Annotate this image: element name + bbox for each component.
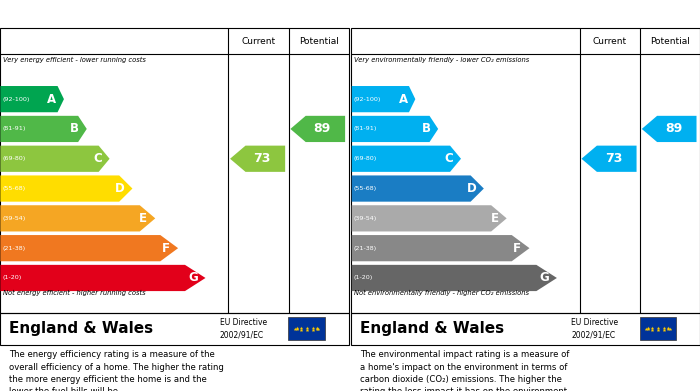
Polygon shape (0, 86, 64, 112)
Text: C: C (444, 152, 453, 165)
Text: The energy efficiency rating is a measure of the
overall efficiency of a home. T: The energy efficiency rating is a measur… (8, 350, 223, 391)
Polygon shape (351, 235, 529, 261)
Text: A: A (398, 93, 407, 106)
Text: Environmental Impact (CO₂) Rating: Environmental Impact (CO₂) Rating (356, 7, 589, 21)
Text: Not energy efficient - higher running costs: Not energy efficient - higher running co… (3, 290, 146, 296)
Text: G: G (188, 271, 198, 285)
Text: Potential: Potential (299, 37, 339, 46)
Text: (92-100): (92-100) (354, 97, 381, 102)
Text: EU Directive
2002/91/EC: EU Directive 2002/91/EC (571, 318, 618, 339)
Text: 73: 73 (253, 152, 271, 165)
Polygon shape (351, 86, 415, 112)
Polygon shape (351, 145, 461, 172)
Text: (39-54): (39-54) (2, 216, 25, 221)
Polygon shape (351, 116, 438, 142)
Text: A: A (47, 93, 56, 106)
Text: Current: Current (241, 37, 276, 46)
Text: (21-38): (21-38) (2, 246, 25, 251)
Polygon shape (230, 145, 285, 172)
Text: EU Directive
2002/91/EC: EU Directive 2002/91/EC (220, 318, 267, 339)
Text: England & Wales: England & Wales (8, 321, 153, 336)
Text: (69-80): (69-80) (2, 156, 25, 161)
Text: Not environmentally friendly - higher CO₂ emissions: Not environmentally friendly - higher CO… (354, 290, 529, 296)
Text: G: G (540, 271, 550, 285)
Text: 89: 89 (314, 122, 330, 135)
Text: B: B (70, 122, 79, 135)
Polygon shape (290, 116, 345, 142)
Polygon shape (0, 176, 132, 202)
Text: (69-80): (69-80) (354, 156, 377, 161)
Polygon shape (642, 116, 696, 142)
Text: (1-20): (1-20) (354, 276, 372, 280)
Text: The environmental impact rating is a measure of
a home's impact on the environme: The environmental impact rating is a mea… (360, 350, 570, 391)
Text: (81-91): (81-91) (2, 126, 25, 131)
Text: (92-100): (92-100) (2, 97, 29, 102)
Polygon shape (0, 205, 155, 231)
Polygon shape (351, 265, 557, 291)
Text: 73: 73 (605, 152, 622, 165)
Text: (55-68): (55-68) (354, 186, 377, 191)
Bar (288, 317, 325, 341)
Text: (81-91): (81-91) (354, 126, 377, 131)
Text: England & Wales: England & Wales (360, 321, 504, 336)
Text: (1-20): (1-20) (2, 276, 21, 280)
Polygon shape (351, 205, 507, 231)
Text: (55-68): (55-68) (2, 186, 25, 191)
Text: Very energy efficient - lower running costs: Very energy efficient - lower running co… (3, 57, 146, 63)
Text: F: F (162, 242, 170, 255)
Text: F: F (513, 242, 522, 255)
Text: (21-38): (21-38) (354, 246, 377, 251)
Text: (39-54): (39-54) (354, 216, 377, 221)
Text: C: C (93, 152, 102, 165)
Polygon shape (0, 235, 178, 261)
Text: D: D (467, 182, 477, 195)
Bar (640, 317, 676, 341)
Text: E: E (139, 212, 147, 225)
Text: D: D (116, 182, 125, 195)
Polygon shape (0, 116, 87, 142)
Polygon shape (351, 176, 484, 202)
Text: B: B (421, 122, 430, 135)
Text: Current: Current (593, 37, 627, 46)
Polygon shape (0, 145, 110, 172)
Text: Energy Efficiency Rating: Energy Efficiency Rating (5, 7, 167, 21)
Polygon shape (582, 145, 636, 172)
Polygon shape (0, 265, 206, 291)
Text: Potential: Potential (650, 37, 690, 46)
Text: E: E (491, 212, 498, 225)
Text: Very environmentally friendly - lower CO₂ emissions: Very environmentally friendly - lower CO… (354, 57, 529, 63)
Text: 89: 89 (665, 122, 682, 135)
